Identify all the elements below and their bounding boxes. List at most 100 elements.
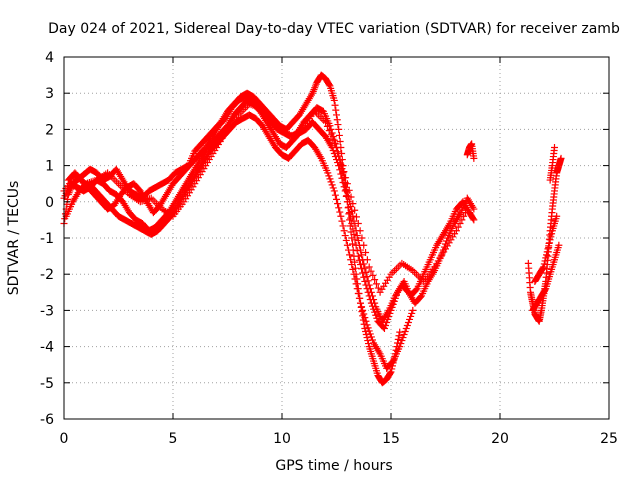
point-0-8 (99, 173, 113, 184)
point-4-11 (136, 187, 150, 204)
point-4-40 (326, 122, 339, 148)
y-tick-label-8: -4 (40, 340, 54, 356)
point-4-61 (463, 194, 477, 211)
point-6-27 (548, 215, 560, 235)
point-4-12 (143, 198, 156, 215)
point-2-20 (193, 160, 206, 177)
point-1-23 (210, 130, 224, 144)
point-0-18 (165, 170, 178, 184)
point-4-57 (437, 237, 451, 260)
point-4-29 (254, 104, 267, 118)
point-4-31 (267, 118, 281, 132)
point-0-56 (378, 376, 390, 387)
point-0-10 (112, 165, 126, 182)
x-tick-labels: 0 5 10 15 20 25 (60, 431, 618, 447)
point-6-17 (533, 293, 545, 307)
point-0-45 (330, 96, 342, 129)
point-4-3 (84, 183, 97, 197)
point-3-30 (387, 261, 404, 278)
y-tick-label-6: -2 (40, 267, 54, 283)
x-tick-label-1: 5 (169, 431, 178, 447)
point-3-9 (158, 205, 175, 219)
point-2-35 (291, 141, 305, 155)
point-0-53 (365, 343, 377, 363)
point-1-40 (322, 133, 335, 150)
point-3-37 (463, 205, 471, 213)
x-tick-label-3: 15 (382, 431, 400, 447)
point-4-19 (189, 152, 202, 166)
chart-title: Day 024 of 2021, Sidereal Day-to-day VTE… (48, 21, 620, 37)
point-4-10 (130, 180, 143, 194)
point-4-60 (457, 197, 470, 217)
data-marks (60, 71, 565, 387)
point-0-57 (383, 369, 394, 383)
point-4-42 (339, 169, 352, 201)
point-0-42 (317, 71, 329, 82)
point-2-51 (396, 328, 409, 351)
point-4-27 (241, 93, 254, 104)
point-0-37 (289, 112, 302, 126)
point-2-42 (337, 212, 350, 244)
point-4-13 (149, 203, 163, 217)
point-3-36 (452, 209, 469, 235)
point-0-31 (250, 93, 263, 107)
point-6-26 (544, 230, 556, 253)
point-2-17 (173, 192, 187, 209)
point-4-32 (274, 125, 287, 136)
point-4-38 (313, 104, 326, 115)
point-4-8 (117, 185, 130, 199)
point-4-1 (71, 169, 84, 183)
point-2-34 (285, 148, 298, 162)
point-2-14 (154, 221, 167, 235)
y-tick-label-2: 2 (45, 122, 54, 138)
point-0-60 (396, 328, 404, 336)
point-2-43 (343, 241, 357, 273)
point-2-18 (180, 182, 193, 199)
point-4-52 (404, 288, 418, 305)
point-1-9 (119, 198, 132, 215)
point-2-52 (402, 309, 416, 332)
y-tick-label-5: -1 (40, 231, 54, 247)
y-tick-labels: 4 3 2 1 0 -1 -2 -3 -4 -5 -6 (40, 50, 54, 428)
point-1-49 (380, 309, 394, 332)
point-6-25 (540, 248, 551, 271)
point-2-49 (383, 358, 396, 372)
point-1-6 (99, 180, 113, 194)
y-tick-label-3: 1 (45, 159, 54, 175)
point-1-58 (439, 221, 453, 238)
point-2-47 (370, 339, 383, 356)
point-0-54 (370, 357, 381, 377)
point-0-22 (191, 141, 204, 155)
point-1-11 (132, 216, 145, 227)
point-2-53 (409, 306, 417, 314)
point-4-46 (365, 281, 379, 307)
point-0-52 (361, 325, 372, 348)
series-cluster-late (524, 144, 565, 325)
point-2-46 (363, 321, 376, 344)
point-3-10 (169, 200, 186, 220)
point-1-19 (184, 167, 198, 184)
point-4-16 (169, 174, 182, 188)
point-3-16 (234, 102, 251, 119)
point-4-30 (261, 111, 274, 125)
point-0-39 (302, 91, 315, 108)
point-0-17 (158, 177, 172, 188)
point-4-43 (346, 198, 359, 230)
point-6-28 (553, 212, 561, 220)
point-4-18 (182, 159, 196, 173)
point-0-19 (171, 166, 185, 177)
point-4-45 (359, 256, 372, 285)
point-1-34 (282, 137, 296, 151)
point-4-50 (391, 283, 405, 300)
point-3-6 (125, 191, 142, 205)
x-tick-label-2: 10 (273, 431, 291, 447)
point-0-16 (152, 180, 165, 191)
point-4-58 (444, 222, 457, 242)
point-4-48 (378, 308, 392, 325)
point-4-53 (411, 293, 424, 307)
point-4-35 (293, 120, 307, 137)
point-2-8 (115, 212, 128, 223)
point-3-29 (376, 273, 393, 296)
y-axis-label: SDTVAR / TECUs (6, 181, 22, 296)
